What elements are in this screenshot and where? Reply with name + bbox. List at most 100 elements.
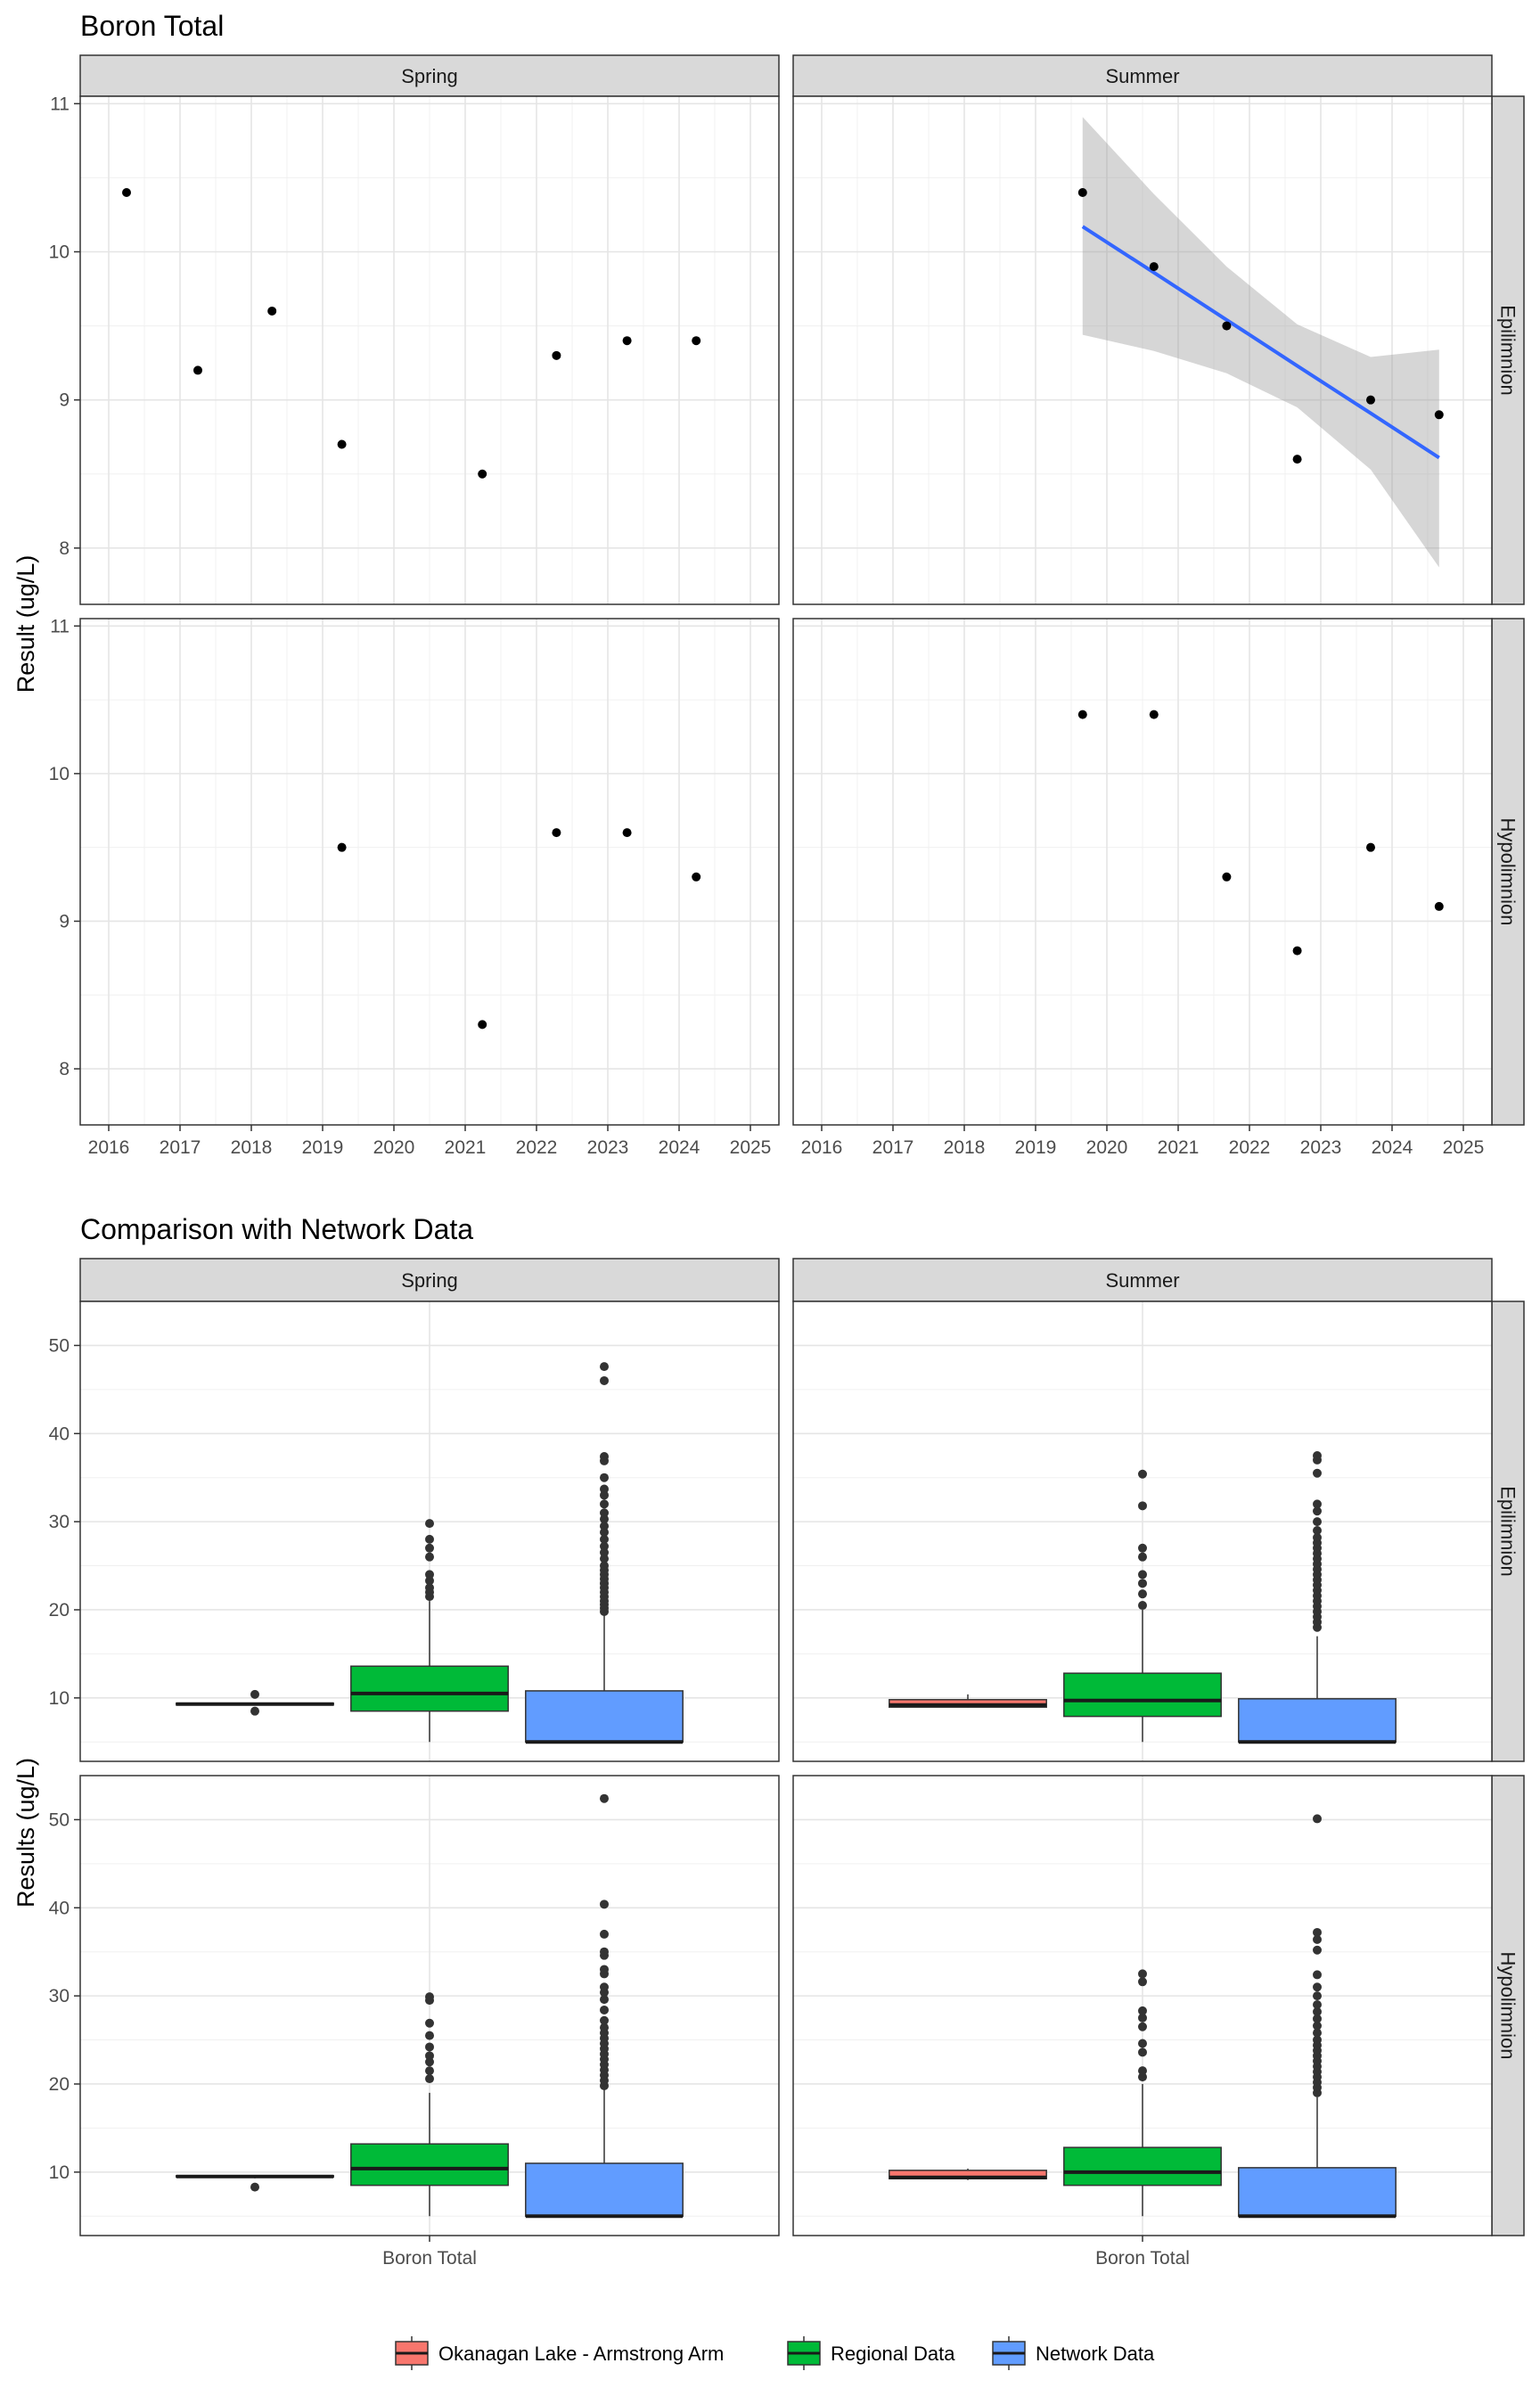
data-point-summer-epilimnion-2: [1222, 321, 1232, 331]
box-regional-data: [350, 1992, 509, 2217]
outlier-point-network-data-13: [600, 1547, 609, 1557]
outlier-point-network-data-20: [600, 1947, 609, 1957]
outlier-point-network-data-14: [1313, 2006, 1322, 2016]
outlier-point-regional-data-4: [1138, 1552, 1147, 1562]
box-panel-summer-epilimnion: [792, 1301, 1493, 1762]
data-point-summer-hypolimnion-4: [1366, 842, 1375, 852]
panel-border: [79, 1301, 780, 1762]
y-tick-label-11: 11: [50, 616, 70, 636]
box-chart: Spring Summer Epilimnion Hypolimnion 10 20 30 4…: [49, 1258, 1525, 2269]
outlier-point-regional-data-5: [1138, 2013, 1147, 2023]
x-tick-label-2018: 2018: [944, 1137, 986, 1158]
outlier-point-network-data-15: [600, 1534, 609, 1544]
outlier-point-regional-data-1: [1138, 1589, 1147, 1599]
outlier-point-regional-data-4: [1138, 2022, 1147, 2031]
outlier-point-network-data-21: [1313, 1499, 1322, 1509]
box-network-data: [1238, 1814, 1397, 2219]
outlier-point-regional-data-4: [425, 2042, 434, 2052]
data-point-spring-hypolimnion-2: [552, 828, 561, 838]
box-body-regional-data: [1063, 2146, 1222, 2187]
data-point-spring-epilimnion-4: [478, 469, 487, 479]
outlier-point-regional-data-3: [425, 2051, 434, 2061]
y-tick-label-40: 40: [49, 1898, 70, 1918]
scatter-chart-title: Boron Total: [80, 10, 224, 42]
x-tick-label-2018: 2018: [231, 1137, 273, 1158]
outlier-point-network-data-13: [600, 2005, 609, 2014]
y-tick-label-50: 50: [49, 1809, 70, 1830]
x-tick-label-2021: 2021: [1158, 1137, 1200, 1158]
box-regional-data: [1063, 1469, 1222, 1743]
box-regional-data: [1063, 1969, 1222, 2217]
box-body-regional-data: [350, 2143, 509, 2187]
box-panel-spring-hypolimnion: 10 20 30 40 50 Boron Total: [49, 1775, 780, 2269]
x-tick-label-boron-total: Boron Total: [382, 2248, 477, 2269]
x-tick-label-2020: 2020: [1086, 1137, 1128, 1158]
scatter-panel-summer-hypolimnion: 2016 2017 2018 2019 2020 2021 2022 2023 2024 2025: [792, 618, 1493, 1158]
outlier-point-regional-data-7: [1138, 1977, 1147, 1987]
box-chart-title: Comparison with Network Data: [80, 1213, 473, 1245]
y-tick-label-10: 10: [49, 2162, 70, 2183]
x-tick-label-2019: 2019: [302, 1137, 344, 1158]
x-tick-label-2022: 2022: [516, 1137, 558, 1158]
box-panel-summer-hypolimnion: Boron Total: [792, 1775, 1493, 2269]
strip-top-label-summer-1: Summer: [1105, 1269, 1179, 1292]
outlier-point-okanagan-lake-armstrong-arm-1: [250, 1706, 259, 1716]
data-point-summer-hypolimnion-5: [1434, 901, 1444, 911]
x-tick-label-2024: 2024: [659, 1137, 700, 1158]
outlier-point-network-data-12: [600, 1554, 609, 1563]
box-network-data: [1238, 1450, 1397, 1744]
strip-right-epilimnion-0: [1491, 95, 1525, 605]
outlier-point-regional-data-2: [1138, 1579, 1147, 1588]
outlier-point-network-data-19: [1313, 1945, 1322, 1955]
outlier-point-network-data-21: [600, 1490, 609, 1500]
outlier-point-regional-data-0: [1138, 1601, 1147, 1611]
x-tick-label-2020: 2020: [373, 1137, 415, 1158]
legend-label-network-data: Network Data: [1036, 2343, 1155, 2365]
outlier-point-regional-data-8: [1138, 1969, 1147, 1979]
outlier-point-network-data-22: [1313, 1814, 1322, 1824]
strip-top-summer-1: [792, 54, 1493, 97]
outlier-point-network-data-13: [1313, 2014, 1322, 2023]
y-tick-label-40: 40: [49, 1424, 70, 1444]
x-tick-label-2024: 2024: [1372, 1137, 1413, 1158]
outlier-point-okanagan-lake-armstrong-arm-0: [250, 2182, 259, 2192]
x-tick-label-2016: 2016: [88, 1137, 130, 1158]
strip-top-summer-1: [792, 1258, 1493, 1302]
panel-border: [792, 618, 1493, 1126]
y-tick-label-20: 20: [49, 1600, 70, 1621]
x-tick-label-2022: 2022: [1229, 1137, 1271, 1158]
data-point-summer-epilimnion-4: [1366, 395, 1375, 405]
outlier-point-network-data-11: [1313, 2028, 1322, 2038]
strip-right-label-hypolimnion-1: Hypolimnion: [1497, 1951, 1520, 2059]
x-tick-label-2025: 2025: [730, 1137, 772, 1158]
outlier-point-network-data-24: [1313, 1450, 1322, 1460]
outlier-point-regional-data-0: [425, 2074, 434, 2084]
x-tick-label-2019: 2019: [1015, 1137, 1057, 1158]
outlier-point-network-data-18: [1313, 1526, 1322, 1536]
outlier-point-network-data-25: [600, 1451, 609, 1461]
legend-entry-okanagan-lake-armstrong-arm: Okanagan Lake - Armstrong Arm: [395, 2336, 724, 2370]
strip-right-hypolimnion-1: [1491, 1775, 1525, 2236]
outlier-point-network-data-16: [600, 1527, 609, 1537]
outlier-point-network-data-22: [600, 1900, 609, 1909]
x-tick-label-2016: 2016: [801, 1137, 843, 1158]
data-point-summer-epilimnion-3: [1292, 455, 1302, 464]
outlier-point-regional-data-5: [1138, 1543, 1147, 1553]
legend-entry-network-data: Network Data: [992, 2336, 1155, 2370]
outlier-point-network-data-20: [600, 1499, 609, 1509]
outlier-point-network-data-22: [600, 1484, 609, 1494]
box-body-network-data: [1238, 2167, 1397, 2218]
outlier-point-network-data-16: [1313, 1991, 1322, 2001]
outlier-point-regional-data-7: [1138, 1469, 1147, 1479]
y-tick-label-50: 50: [49, 1335, 70, 1356]
outlier-point-regional-data-0: [1138, 2072, 1147, 2082]
scatter-panel-spring-epilimnion: 8 9 10 11: [49, 94, 780, 605]
data-point-summer-hypolimnion-1: [1149, 710, 1159, 719]
outlier-point-network-data-21: [1313, 1927, 1322, 1937]
y-tick-label-20: 20: [49, 2074, 70, 2095]
outlier-point-network-data-23: [600, 1793, 609, 1803]
legend-label-okanagan-lake-armstrong-arm: Okanagan Lake - Armstrong Arm: [438, 2343, 724, 2365]
outlier-point-network-data-23: [600, 1473, 609, 1482]
data-point-summer-hypolimnion-2: [1222, 872, 1232, 882]
outlier-point-network-data-22: [1313, 1468, 1322, 1478]
